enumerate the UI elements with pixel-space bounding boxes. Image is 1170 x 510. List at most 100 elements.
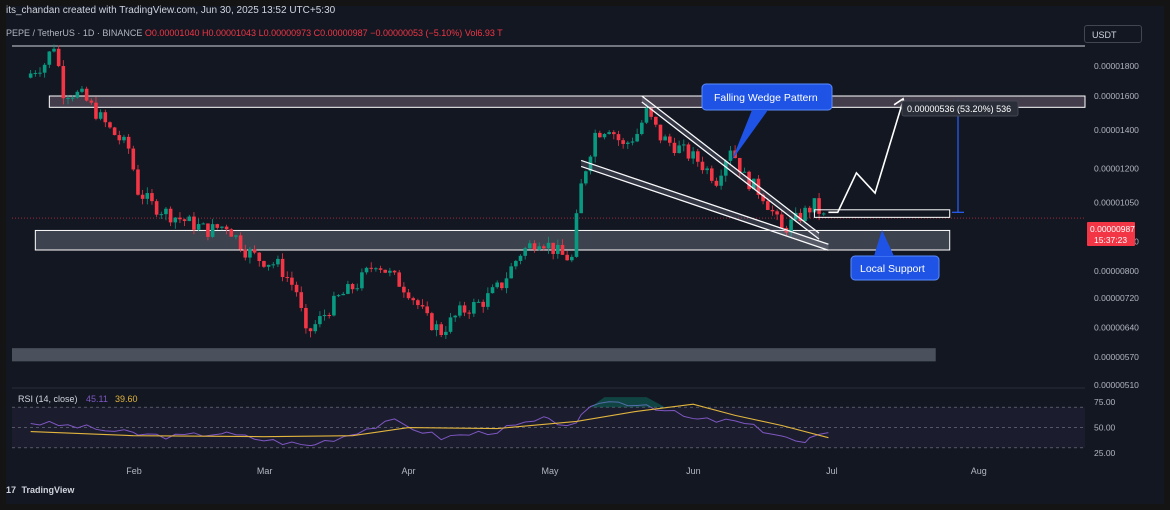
candle-body <box>630 141 635 143</box>
candle-body <box>476 301 481 303</box>
candle <box>350 282 355 294</box>
candle <box>112 126 117 136</box>
candle-body <box>667 136 672 143</box>
candle-body <box>154 201 159 215</box>
candle <box>695 148 700 167</box>
candle-body <box>416 300 420 306</box>
ohlc-low: L0.00000973 <box>258 28 312 38</box>
ohlc-close: C0.00000987 <box>313 28 368 38</box>
candle <box>299 286 304 312</box>
candle-body <box>80 88 84 92</box>
candle <box>360 268 364 291</box>
candle-body <box>775 211 779 215</box>
candle-body <box>817 198 821 214</box>
candle-body <box>616 134 621 141</box>
candle <box>486 287 490 310</box>
candle-body <box>346 284 350 294</box>
candle-body <box>122 136 126 141</box>
candle <box>290 271 294 291</box>
candle-body <box>532 243 537 250</box>
candle-body <box>140 194 145 199</box>
candle-body <box>131 148 136 170</box>
candle <box>663 134 667 141</box>
candle <box>775 209 779 221</box>
candle <box>472 298 476 317</box>
candle <box>779 210 784 229</box>
candle <box>336 294 341 298</box>
candle-body <box>598 132 602 138</box>
candle-body <box>439 324 443 336</box>
candle <box>332 291 336 317</box>
candle-body <box>556 244 560 254</box>
candle-body <box>178 217 182 220</box>
candle-body <box>117 135 122 141</box>
candle <box>140 189 145 205</box>
candle-body <box>103 112 108 123</box>
candle <box>80 85 84 94</box>
candle-body <box>374 268 378 270</box>
candle <box>444 326 448 339</box>
candle <box>47 51 52 68</box>
candle <box>556 239 560 259</box>
candle <box>542 244 546 252</box>
candle <box>103 109 108 128</box>
candle-body <box>229 229 234 237</box>
candle-body <box>640 122 644 134</box>
candle <box>252 245 257 255</box>
candle <box>612 130 616 140</box>
candle-body <box>332 295 336 316</box>
candle-body <box>751 178 756 190</box>
candle <box>500 282 504 291</box>
candle <box>565 250 569 261</box>
candle <box>182 218 187 227</box>
candle-body <box>658 124 663 141</box>
candle-body <box>812 198 817 213</box>
candle-body <box>271 264 276 266</box>
candle-body <box>430 313 434 331</box>
candle <box>737 157 742 177</box>
currency-selector[interactable]: USDT <box>1084 25 1142 43</box>
candle <box>248 247 252 264</box>
candle-body <box>304 307 308 329</box>
candle <box>705 166 709 175</box>
candle-body <box>705 168 709 171</box>
candle-body <box>280 258 285 278</box>
candle-body <box>397 272 402 287</box>
candle-body <box>621 140 625 144</box>
candle <box>654 116 658 128</box>
candle-body <box>355 288 360 290</box>
current-price-value: 0.00000987 <box>1090 224 1135 234</box>
candle <box>770 205 775 216</box>
zone-lower-support <box>12 348 936 362</box>
candle-body <box>173 217 178 223</box>
candle <box>126 134 131 154</box>
wedge-upper-line-a <box>641 95 820 234</box>
candle <box>392 270 397 275</box>
candle <box>201 222 206 225</box>
candle-body <box>523 248 527 256</box>
x-tick-label: Apr <box>402 466 416 476</box>
chart-frame <box>6 6 1164 504</box>
candle-body <box>789 219 793 233</box>
candle-body <box>257 252 262 262</box>
candle-body <box>369 267 374 269</box>
candle-body <box>201 223 206 225</box>
candle-body <box>770 209 775 212</box>
candle-body <box>61 66 66 99</box>
candle <box>150 189 154 205</box>
candle-body <box>495 282 499 288</box>
candle <box>75 90 80 99</box>
price-countdown: 15:37:23 <box>1094 235 1127 245</box>
target-label: 0.00000536 (53.20%) 536 <box>907 104 1011 114</box>
candle <box>38 67 42 77</box>
candle <box>313 320 318 334</box>
candle <box>453 314 457 322</box>
candle-body <box>761 194 765 202</box>
candle <box>626 141 630 149</box>
x-tick-label: Mar <box>257 466 273 476</box>
candle <box>579 178 583 214</box>
candle <box>434 320 439 337</box>
candle-body <box>378 268 383 270</box>
candle-body <box>444 331 448 336</box>
candle-body <box>52 48 56 52</box>
